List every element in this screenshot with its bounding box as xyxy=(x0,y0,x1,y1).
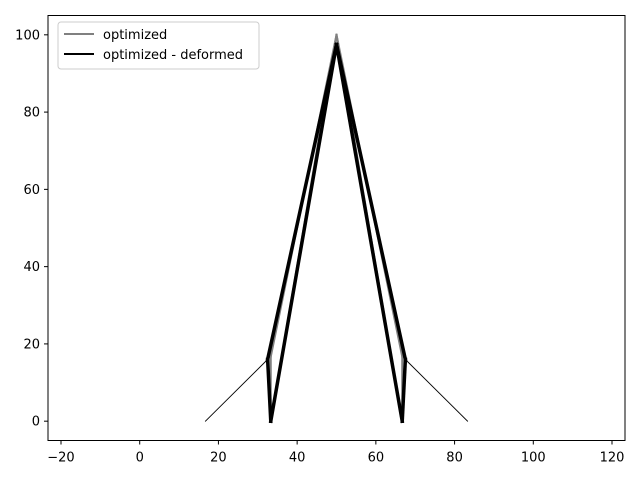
legend: optimized optimized - deformed xyxy=(57,21,260,70)
y-tick-label-1: 20 xyxy=(23,337,40,352)
legend-box xyxy=(57,21,260,70)
series-1-member-4 xyxy=(265,357,273,424)
x-tick-label-3: 40 xyxy=(289,451,306,466)
y-tick-label-4: 80 xyxy=(23,106,40,121)
y-tick-label-0: 0 xyxy=(32,415,40,430)
x-tick-label-1: 0 xyxy=(136,451,144,466)
legend-label-optimized-deformed: optimized - deformed xyxy=(103,48,243,63)
axes-frame xyxy=(47,15,626,441)
series-1-member-3 xyxy=(334,42,408,362)
series-1-member-6 xyxy=(204,358,269,422)
x-tick-label-5: 80 xyxy=(446,451,463,466)
series-1-member-7 xyxy=(404,358,469,422)
y-tick-label-3: 60 xyxy=(23,183,40,198)
y-tick-label-2: 40 xyxy=(23,260,40,275)
series-1-member-2 xyxy=(265,42,339,362)
x-tick-label-6: 100 xyxy=(521,451,546,466)
x-tick-label-4: 60 xyxy=(368,451,385,466)
series-layer xyxy=(204,33,469,424)
x-tick-label-2: 20 xyxy=(210,451,227,466)
y-tick-label-5: 100 xyxy=(15,28,40,43)
series-1-member-5 xyxy=(400,357,408,424)
legend-label-optimized: optimized xyxy=(103,28,167,43)
series-1-member-1 xyxy=(334,42,405,424)
y-axis-ticks: 0 20 40 60 80 100 xyxy=(15,28,48,430)
x-axis-ticks: −20 0 20 40 60 80 100 120 xyxy=(47,440,625,466)
x-tick-label-0: −20 xyxy=(47,451,74,466)
series-1-member-0 xyxy=(268,42,339,424)
x-tick-label-7: 120 xyxy=(600,451,625,466)
